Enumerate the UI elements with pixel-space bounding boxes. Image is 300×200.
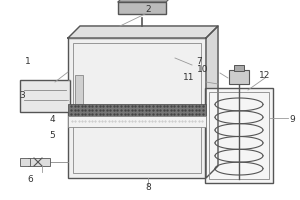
Text: 7: 7 [196, 58, 202, 66]
Text: 4: 4 [49, 116, 55, 124]
Text: 2: 2 [145, 5, 151, 15]
Text: 12: 12 [259, 71, 271, 79]
Polygon shape [206, 26, 218, 178]
Bar [20, 80, 70, 112]
Bar [205, 88, 273, 183]
Bar [28, 158, 50, 166]
Bar [229, 70, 249, 84]
Text: 9: 9 [289, 116, 295, 124]
Text: 1: 1 [25, 58, 31, 66]
Bar [234, 65, 244, 71]
Bar [209, 92, 269, 179]
Bar [20, 158, 30, 166]
Bar [73, 43, 201, 173]
Bar [68, 38, 206, 178]
Text: 3: 3 [19, 90, 25, 99]
Text: 10: 10 [197, 66, 209, 74]
Text: 6: 6 [27, 176, 33, 184]
Bar [68, 116, 206, 127]
Bar [75, 75, 83, 115]
Text: 11: 11 [183, 73, 195, 82]
Polygon shape [68, 26, 218, 38]
Bar [68, 104, 206, 116]
Text: 8: 8 [145, 184, 151, 192]
Bar [118, 2, 166, 14]
Polygon shape [118, 0, 170, 2]
Text: 5: 5 [49, 130, 55, 140]
